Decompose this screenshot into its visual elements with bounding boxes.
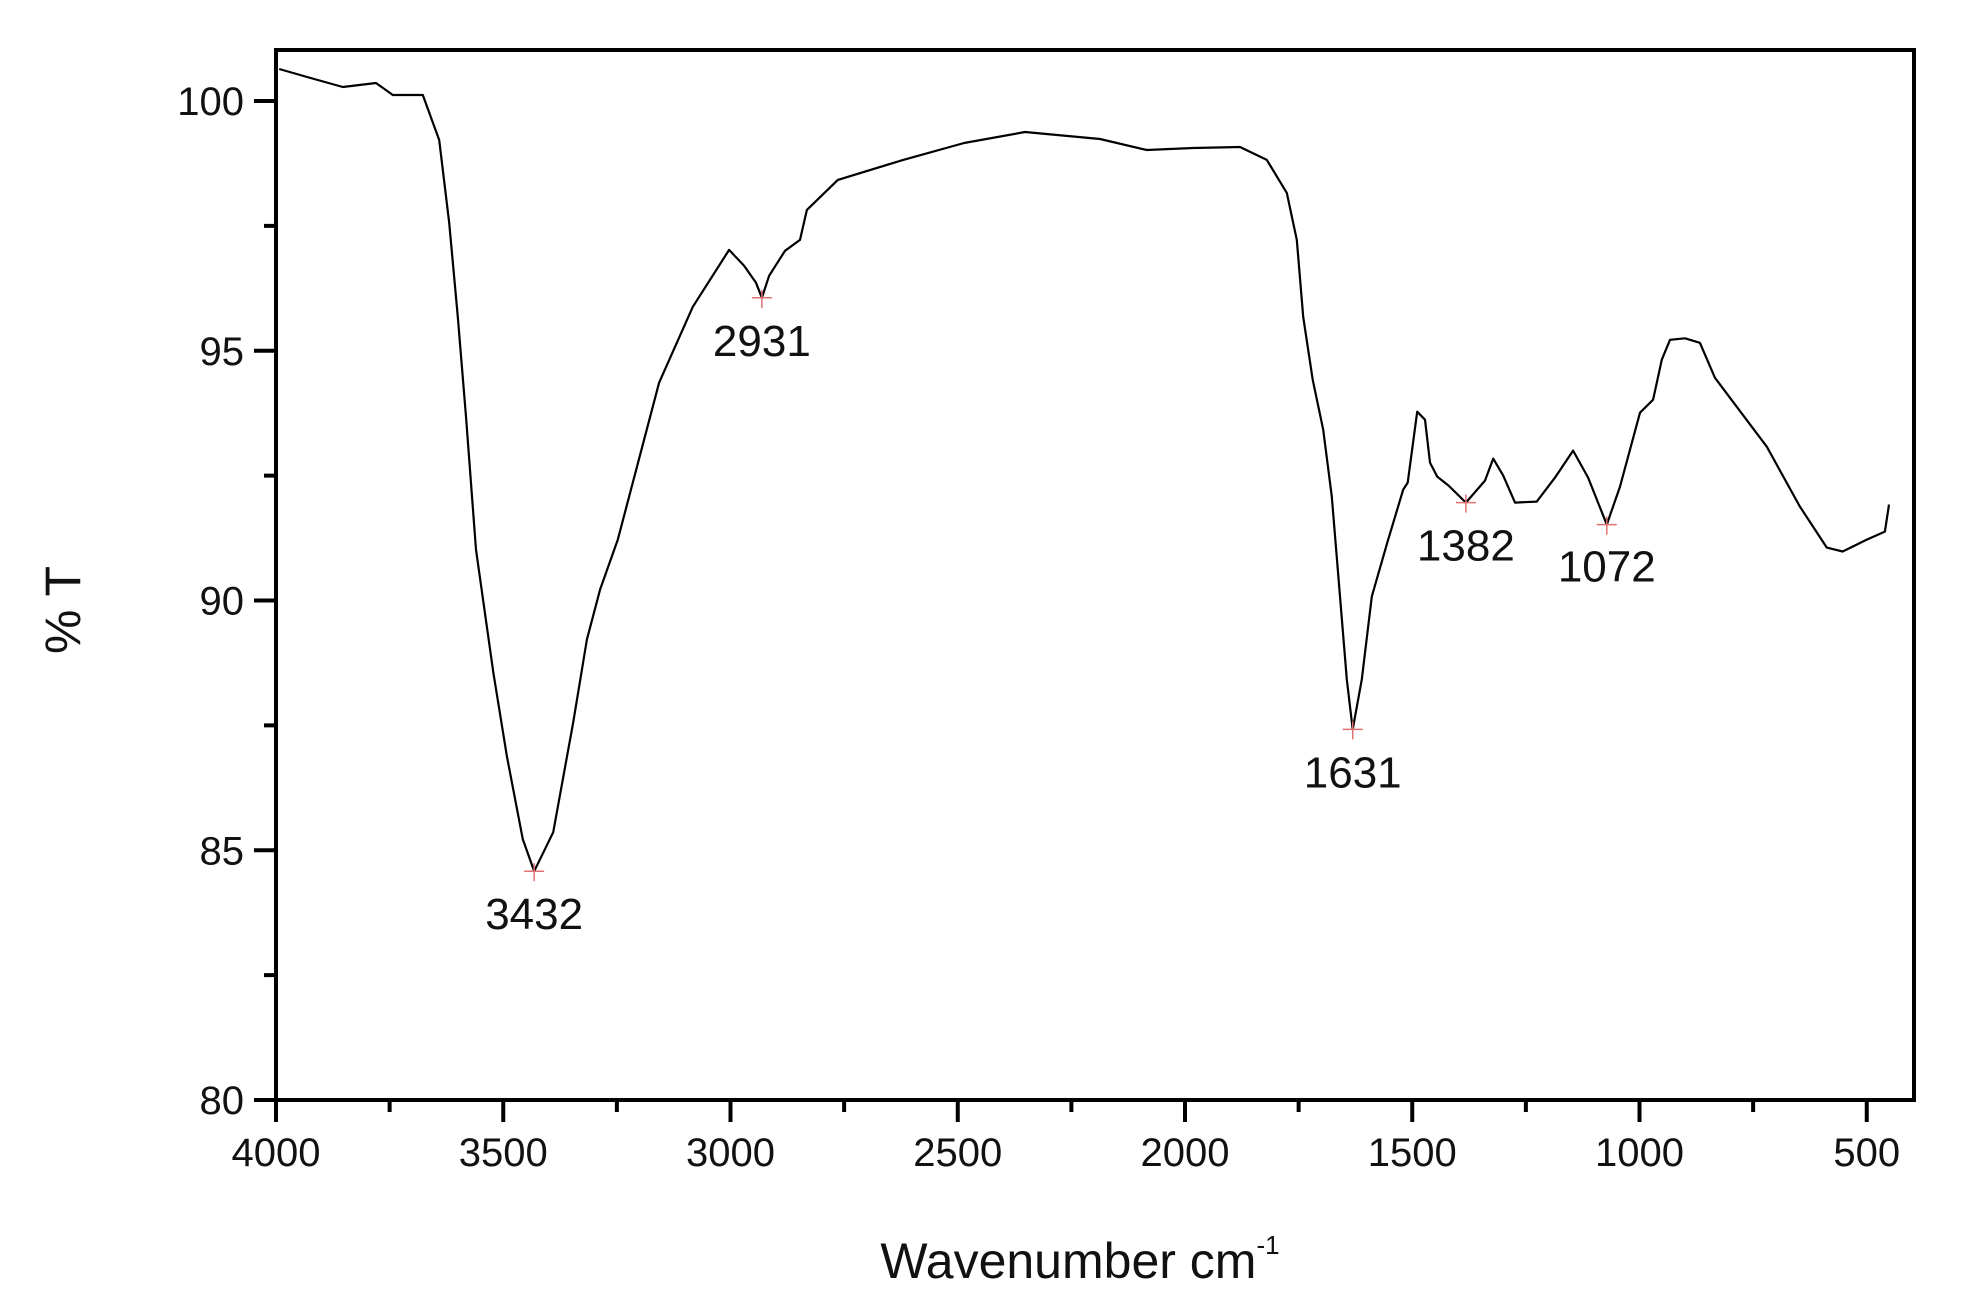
x-tick-label: 500: [1833, 1131, 1900, 1175]
x-tick-label: 2500: [913, 1131, 1002, 1175]
x-tick-label: 3000: [686, 1131, 775, 1175]
y-tick-label: 95: [200, 330, 245, 374]
peak-label: 1382: [1417, 522, 1515, 571]
x-tick-label: 4000: [232, 1131, 321, 1175]
peak-label: 2931: [713, 317, 811, 366]
plot-frame: [274, 48, 1916, 1102]
y-tick-label: 100: [177, 80, 244, 124]
x-tick-label: 1500: [1368, 1131, 1457, 1175]
x-axis-title-superscript: -1: [1256, 1230, 1279, 1260]
peak-label: 1631: [1304, 748, 1402, 797]
spectrum-line: [278, 67, 1891, 873]
y-tick-label: 80: [200, 1079, 245, 1123]
y-tick-label: 90: [200, 580, 245, 624]
x-axis-title: Wavenumber cm-1: [880, 1230, 1279, 1289]
x-axis-title-text: Wavenumber cm: [880, 1233, 1256, 1289]
x-tick-label: 1000: [1595, 1131, 1684, 1175]
y-tick-label: 85: [200, 829, 245, 873]
x-tick-label: 3500: [459, 1131, 548, 1175]
y-axis-title: % T: [35, 566, 91, 654]
x-tick-label: 2000: [1141, 1131, 1230, 1175]
peak-label: 3432: [485, 890, 583, 939]
peak-label: 1072: [1558, 543, 1656, 592]
axis-tick-labels: 4000 3500 3000 2500 2000 1500 1000 500 80 85 90 95 1…: [177, 80, 1900, 1175]
peak-markers: [524, 289, 1617, 882]
peak-labels: 3432 2931 1631 1382 1072: [485, 317, 1656, 939]
